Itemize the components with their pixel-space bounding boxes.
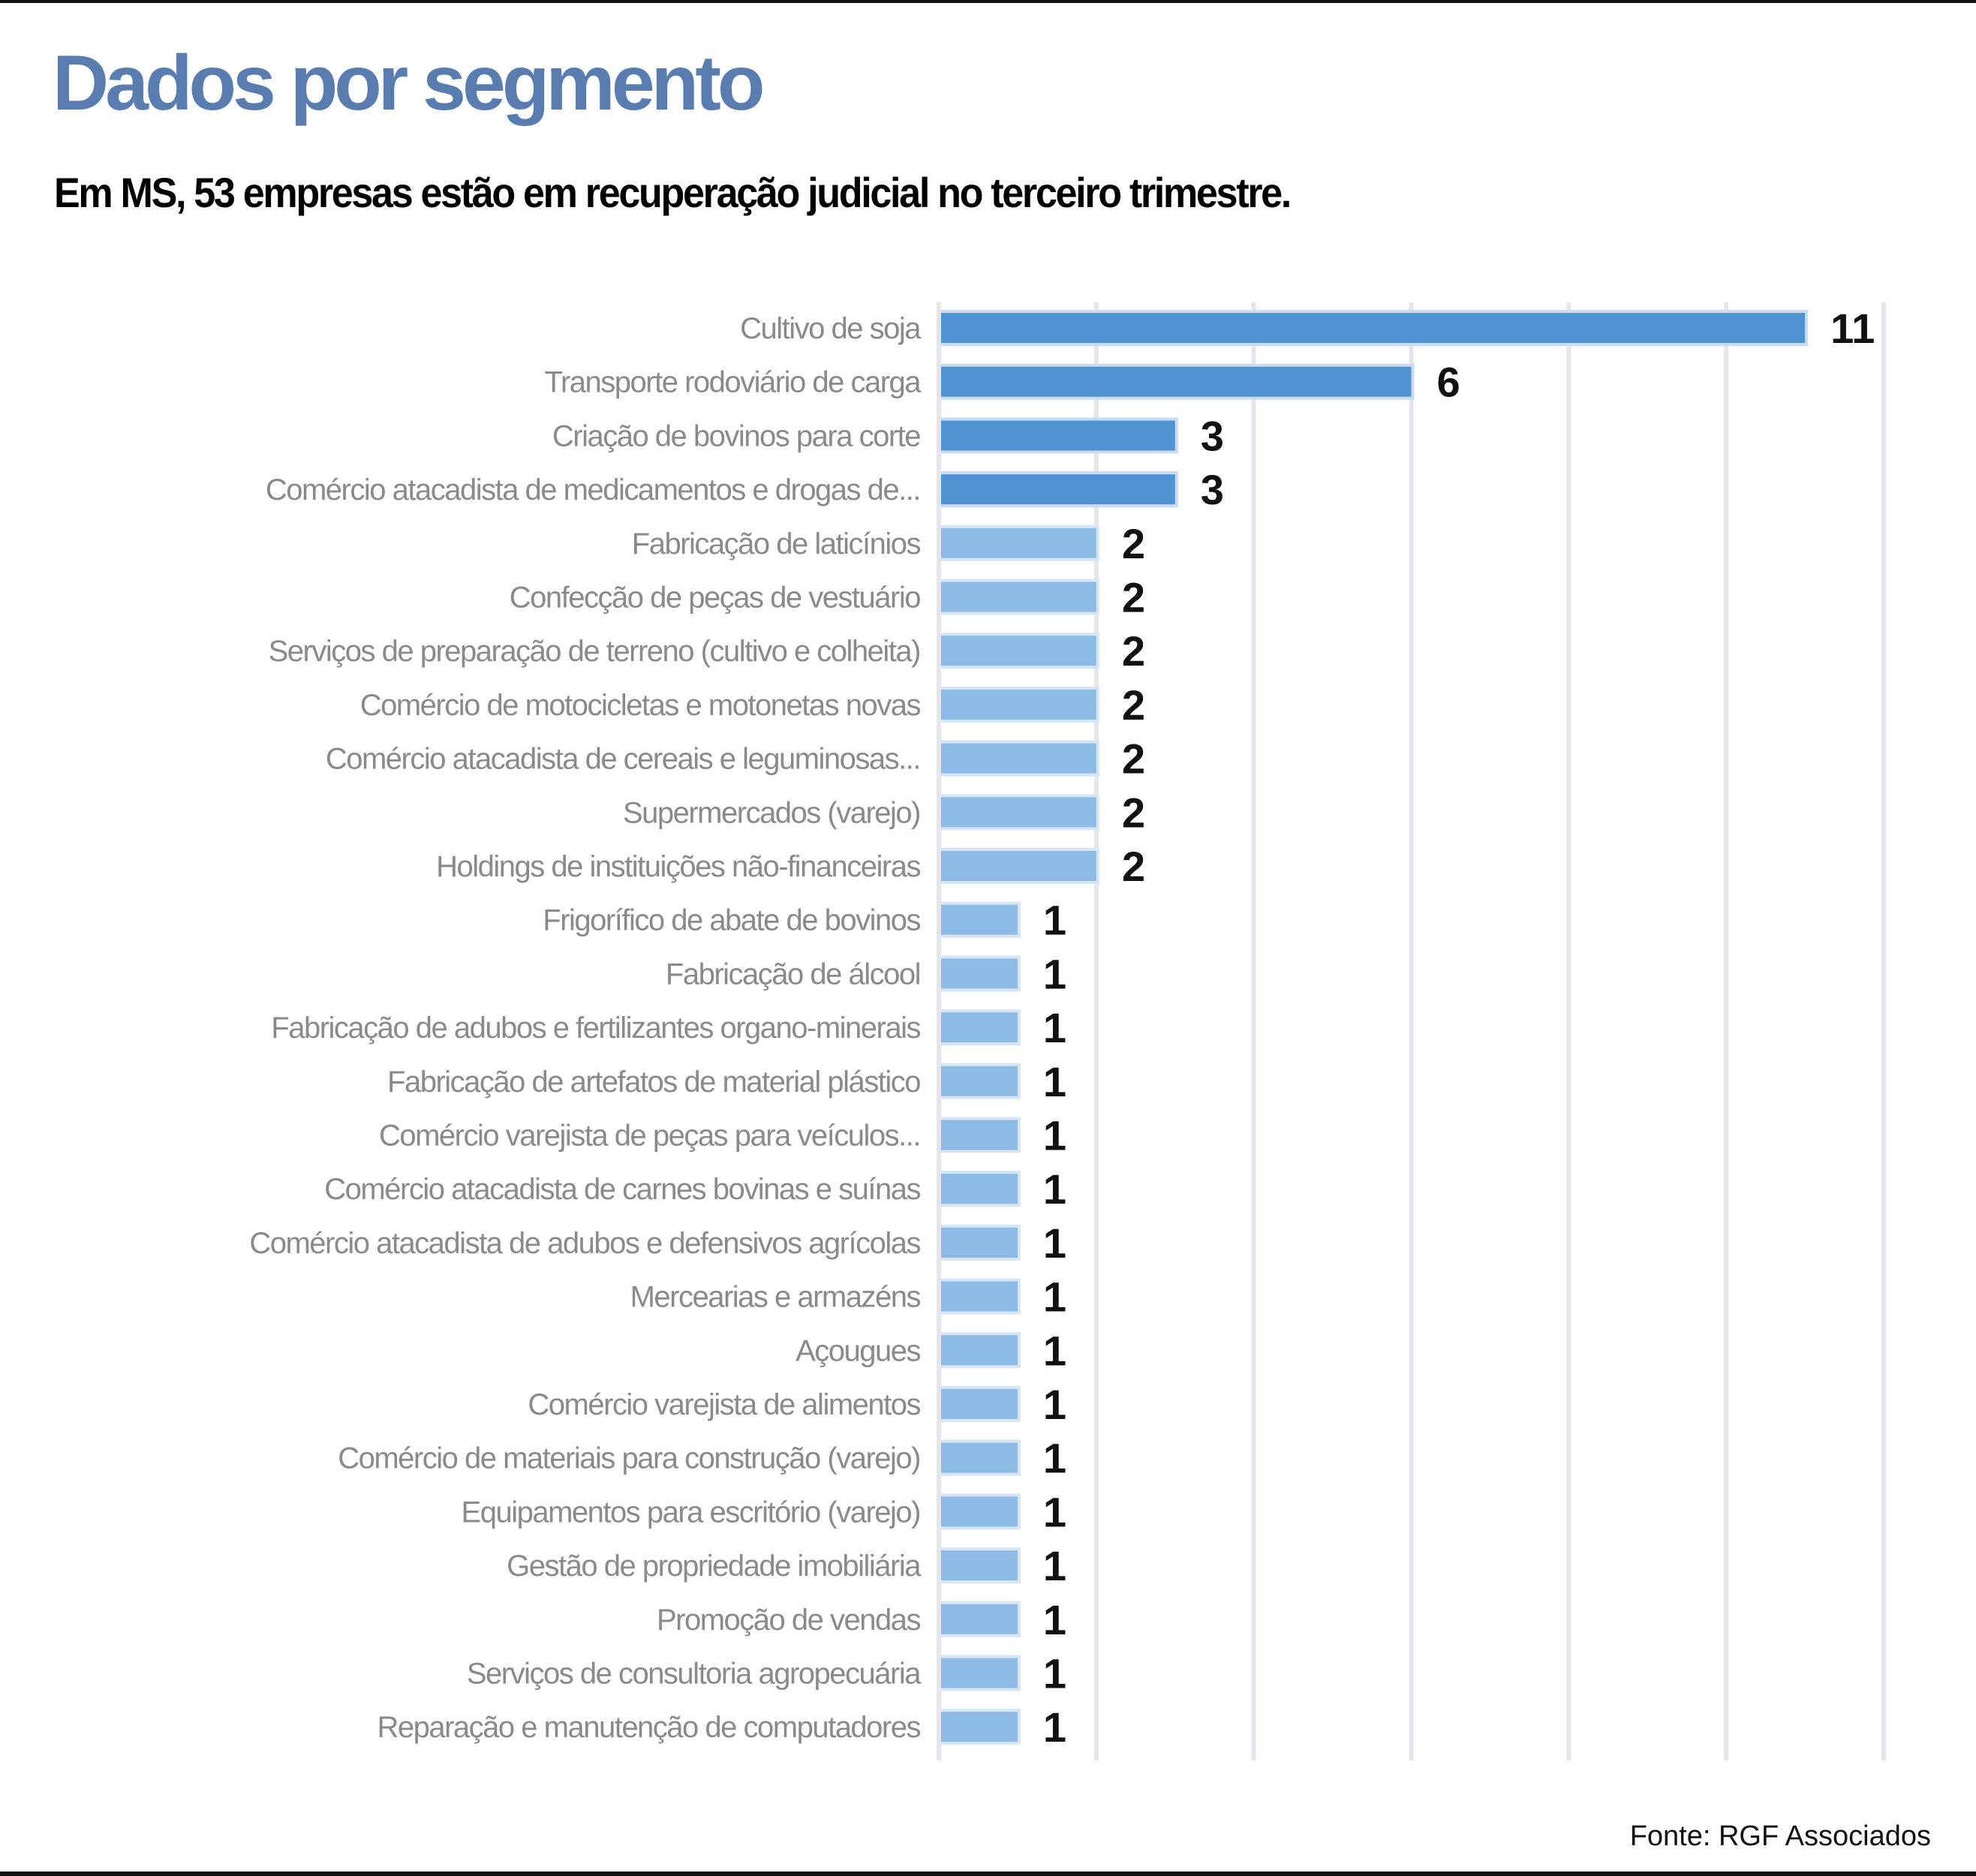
gridline (1724, 302, 1729, 1760)
value-label: 1 (1043, 1219, 1066, 1267)
bar (941, 904, 1018, 935)
value-label: 3 (1201, 466, 1224, 513)
bar (941, 1712, 1018, 1742)
bar (941, 1550, 1018, 1581)
value-label: 2 (1122, 627, 1145, 675)
bottom-rule (0, 1871, 1976, 1876)
value-label: 2 (1122, 735, 1145, 783)
value-label: 1 (1043, 1112, 1066, 1159)
chart-title: Dados por segmento (53, 40, 765, 127)
bar (941, 366, 1412, 397)
bar (941, 958, 1018, 989)
value-label: 1 (1043, 1435, 1066, 1482)
source-note: Fonte: RGF Associados (1629, 1820, 1931, 1852)
value-label: 1 (1043, 1650, 1066, 1697)
bar (941, 743, 1096, 774)
value-label: 1 (1043, 1165, 1066, 1213)
value-label: 1 (1043, 1488, 1066, 1535)
category-label: Equipamentos para escritório (varejo) (462, 1496, 920, 1529)
bar (941, 528, 1096, 558)
gridline (1093, 302, 1099, 1760)
category-label: Criação de bovinos para corte (552, 419, 920, 452)
category-label: Promoção de vendas (657, 1604, 921, 1637)
category-label: Açougues (796, 1334, 920, 1367)
category-label: Mercearias e armazéns (630, 1281, 921, 1314)
category-label: Fabricação de artefatos de material plás… (387, 1066, 920, 1099)
category-label: Reparação e manutenção de computadores (377, 1711, 920, 1744)
value-label: 2 (1122, 843, 1145, 890)
bar (941, 1174, 1018, 1204)
category-label: Fabricação de adubos e fertilizantes org… (271, 1012, 920, 1045)
bar (941, 1442, 1018, 1473)
bar (941, 1227, 1018, 1258)
value-label: 1 (1043, 1542, 1066, 1589)
category-label: Comércio de motocicletas e motonetas nov… (360, 689, 921, 722)
category-label: Comércio atacadista de medicamentos e dr… (266, 474, 920, 507)
bar (941, 1496, 1018, 1527)
category-label: Serviços de consultoria agropecuária (467, 1658, 922, 1691)
value-label: 3 (1201, 412, 1224, 459)
category-label: Comércio atacadista de adubos e defensiv… (249, 1227, 920, 1260)
bar (941, 797, 1096, 828)
value-label: 1 (1043, 1058, 1066, 1105)
value-label: 1 (1043, 1596, 1066, 1643)
category-label: Cultivo de soja (740, 312, 922, 345)
value-label: 1 (1043, 1327, 1066, 1374)
value-label: 2 (1122, 681, 1145, 729)
category-label: Fabricação de laticínios (632, 528, 921, 561)
value-label: 1 (1043, 1273, 1066, 1321)
category-label: Holdings de instituições não-financeiras (436, 850, 920, 883)
category-label: Fabricação de álcool (666, 958, 920, 991)
value-label: 6 (1437, 359, 1460, 406)
bar (941, 313, 1806, 343)
bar (941, 1335, 1018, 1366)
gridline (1566, 302, 1571, 1760)
category-label: Frigorífico de abate de bovinos (543, 904, 920, 937)
gridline (1409, 302, 1414, 1760)
bar (941, 1604, 1018, 1634)
bar (941, 582, 1096, 612)
category-label: Comércio atacadista de cereais e legumin… (326, 743, 920, 776)
category-label: Comércio varejista de alimentos (528, 1388, 920, 1421)
value-label: 2 (1122, 574, 1145, 621)
gridline (1881, 302, 1886, 1760)
value-label: 1 (1043, 1381, 1066, 1428)
top-rule (0, 0, 1976, 3)
gridline (1251, 302, 1256, 1760)
value-label: 2 (1122, 520, 1145, 567)
bar (941, 1066, 1018, 1096)
category-label: Comércio varejista de peças para veículo… (379, 1120, 920, 1153)
category-label: Confecção de peças de vestuário (510, 582, 920, 615)
value-label: 1 (1043, 950, 1066, 997)
bar (941, 689, 1096, 720)
value-label: 1 (1043, 1703, 1066, 1751)
bar (941, 474, 1175, 505)
bar (941, 420, 1175, 451)
value-label: 2 (1122, 789, 1145, 836)
bar (941, 1389, 1018, 1419)
gridline (937, 302, 941, 1760)
bar (941, 851, 1096, 881)
category-label: Serviços de preparação de terreno (culti… (269, 635, 920, 668)
category-label: Gestão de propriedade imobiliária (507, 1550, 922, 1583)
chart-subtitle: Em MS, 53 empresas estão em recuperação … (54, 169, 1292, 216)
bar (941, 636, 1096, 666)
bar (941, 1281, 1018, 1312)
category-label: Transporte rodoviário de carga (545, 366, 922, 399)
bar (941, 1120, 1018, 1150)
category-label: Comércio de materiais para construção (v… (338, 1442, 920, 1475)
bar (941, 1012, 1018, 1043)
value-label: 1 (1043, 1004, 1066, 1051)
category-label: Comércio atacadista de carnes bovinas e … (324, 1173, 920, 1206)
bar (941, 1658, 1018, 1688)
category-label: Supermercados (varejo) (623, 796, 920, 829)
value-label: 1 (1043, 897, 1066, 944)
value-label: 11 (1830, 305, 1875, 352)
